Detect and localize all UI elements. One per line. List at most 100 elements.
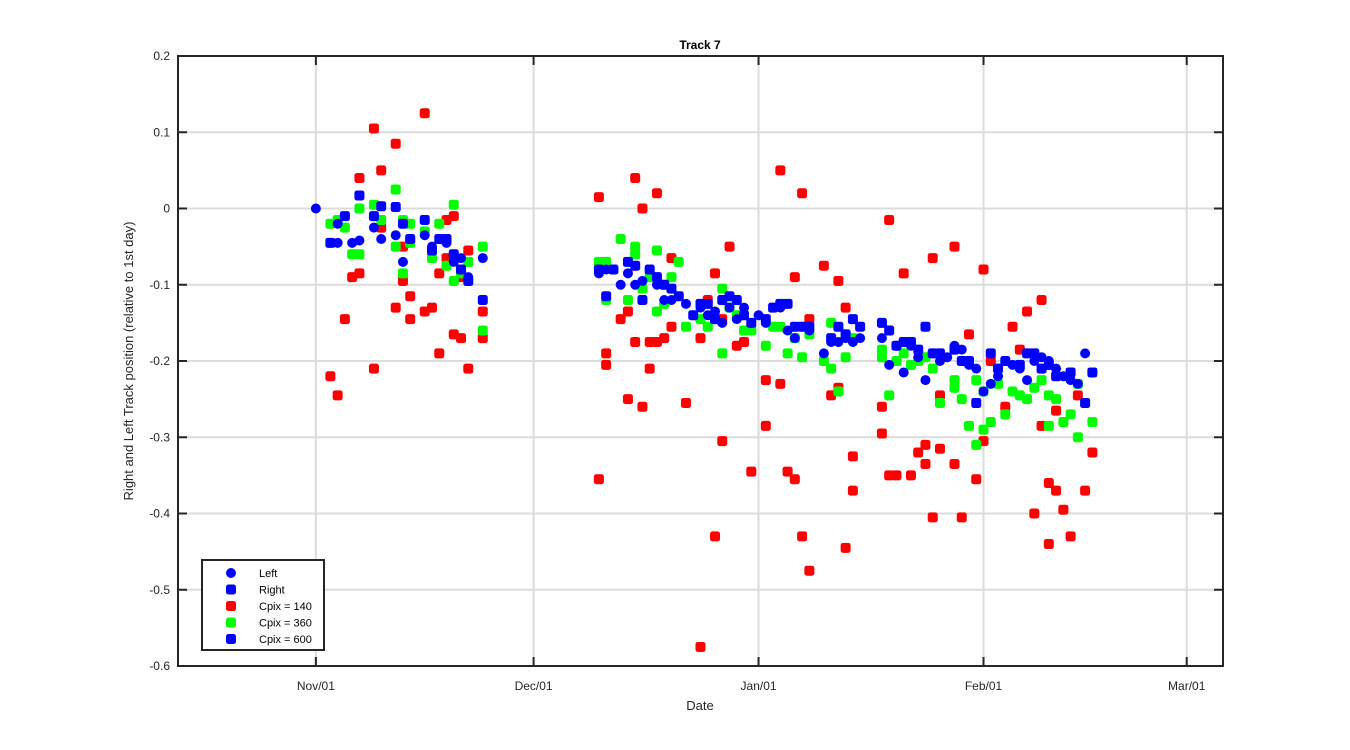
data-point-cpix-360 xyxy=(876,352,887,363)
data-point-left xyxy=(724,302,735,313)
legend: Left Right Cpix = 140 Cpix = 360 Cpix = 600 xyxy=(201,559,325,651)
data-point-cpix-360 xyxy=(477,241,488,252)
data-point-cpix-140 xyxy=(332,390,343,401)
data-point-cpix-140 xyxy=(426,302,437,313)
data-point-right xyxy=(397,218,408,229)
data-point-cpix-360 xyxy=(1051,394,1062,405)
data-point-cpix-140 xyxy=(434,268,445,279)
data-point-cpix-360 xyxy=(993,378,1004,389)
data-point-right xyxy=(630,260,641,271)
x-tick-label: Dec/01 xyxy=(515,679,553,693)
legend-box xyxy=(201,559,325,651)
data-point-cpix-360 xyxy=(746,325,757,336)
data-point-cpix-140 xyxy=(934,443,945,454)
data-point-right xyxy=(608,264,619,275)
data-point-cpix-140 xyxy=(949,458,960,469)
data-point-cpix-140 xyxy=(622,306,633,317)
data-point-cpix-140 xyxy=(405,314,416,325)
data-point-cpix-360 xyxy=(354,203,365,214)
data-point-cpix-140 xyxy=(419,108,430,119)
data-point-left xyxy=(463,272,474,283)
legend-label: Cpix = 140 xyxy=(259,601,312,613)
data-point-cpix-140 xyxy=(804,314,815,325)
data-point-cpix-140 xyxy=(368,363,379,374)
data-point-cpix-140 xyxy=(913,447,924,458)
data-point-left xyxy=(659,295,670,305)
data-point-left xyxy=(1051,363,1062,374)
legend-marker xyxy=(226,601,236,611)
data-point-cpix-140 xyxy=(666,321,677,332)
data-point-left xyxy=(1022,375,1033,386)
data-point-cpix-140 xyxy=(368,123,379,134)
data-point-cpix-140 xyxy=(891,470,902,481)
data-point-left xyxy=(390,230,401,241)
data-point-cpix-360 xyxy=(978,424,989,435)
data-point-left xyxy=(419,230,430,241)
data-point-left xyxy=(985,378,996,389)
data-point-left xyxy=(876,333,887,344)
data-point-cpix-360 xyxy=(434,218,445,229)
data-point-right xyxy=(376,201,387,212)
data-point-left xyxy=(477,253,488,264)
data-point-cpix-360 xyxy=(390,184,401,195)
data-point-cpix-360 xyxy=(354,249,365,260)
legend-marker xyxy=(226,568,236,578)
data-point-cpix-140 xyxy=(376,165,387,176)
data-point-left xyxy=(731,314,742,325)
data-point-cpix-360 xyxy=(601,256,612,267)
data-point-cpix-140 xyxy=(840,542,851,553)
data-point-cpix-140 xyxy=(717,436,728,447)
data-point-cpix-360 xyxy=(622,295,633,305)
data-point-cpix-140 xyxy=(818,260,829,271)
data-point-right xyxy=(1080,397,1091,408)
data-point-left xyxy=(956,344,967,355)
plot-frame xyxy=(177,55,1224,667)
data-point-cpix-140 xyxy=(789,474,800,485)
data-point-left xyxy=(760,317,771,328)
data-point-cpix-360 xyxy=(949,382,960,393)
data-point-cpix-360 xyxy=(477,325,488,336)
data-point-cpix-140 xyxy=(601,348,612,359)
data-point-cpix-140 xyxy=(354,173,365,183)
data-point-left xyxy=(615,279,626,290)
data-point-right xyxy=(688,310,699,321)
data-point-cpix-360 xyxy=(390,241,401,252)
x-axis-label: Date xyxy=(686,698,713,713)
data-point-cpix-360 xyxy=(964,420,975,431)
data-point-right xyxy=(847,314,858,325)
data-point-cpix-140 xyxy=(1072,390,1083,401)
data-point-left xyxy=(927,348,938,359)
data-point-left xyxy=(637,275,648,286)
data-point-cpix-140 xyxy=(680,397,691,408)
data-point-cpix-140 xyxy=(390,302,401,313)
data-point-cpix-140 xyxy=(833,275,844,286)
data-point-cpix-360 xyxy=(840,352,851,363)
chart-title: Track 7 xyxy=(679,38,721,52)
data-point-cpix-360 xyxy=(702,321,713,332)
data-point-cpix-140 xyxy=(920,458,931,469)
data-point-right xyxy=(390,201,401,212)
data-point-cpix-360 xyxy=(397,268,408,279)
data-point-cpix-140 xyxy=(405,291,416,302)
data-point-cpix-140 xyxy=(390,138,401,149)
data-point-cpix-140 xyxy=(622,394,633,405)
data-point-left xyxy=(775,302,786,313)
data-point-cpix-140 xyxy=(804,565,815,576)
data-point-cpix-360 xyxy=(971,375,982,386)
data-point-right xyxy=(354,190,365,201)
data-point-cpix-140 xyxy=(593,474,604,485)
data-point-cpix-140 xyxy=(775,378,786,389)
legend-label: Cpix = 360 xyxy=(259,618,312,630)
data-point-cpix-140 xyxy=(325,371,336,382)
data-point-right xyxy=(601,291,612,302)
data-point-cpix-140 xyxy=(1065,531,1076,542)
data-point-right xyxy=(876,317,887,328)
y-tick-label: -0.1 xyxy=(149,278,170,292)
data-point-left xyxy=(804,325,815,336)
y-tick-label: 0.2 xyxy=(153,49,170,63)
data-point-cpix-140 xyxy=(1087,447,1098,458)
data-point-cpix-140 xyxy=(339,314,350,325)
legend-label: Left xyxy=(259,568,277,580)
data-point-cpix-360 xyxy=(927,363,938,374)
data-point-cpix-140 xyxy=(1051,485,1062,496)
